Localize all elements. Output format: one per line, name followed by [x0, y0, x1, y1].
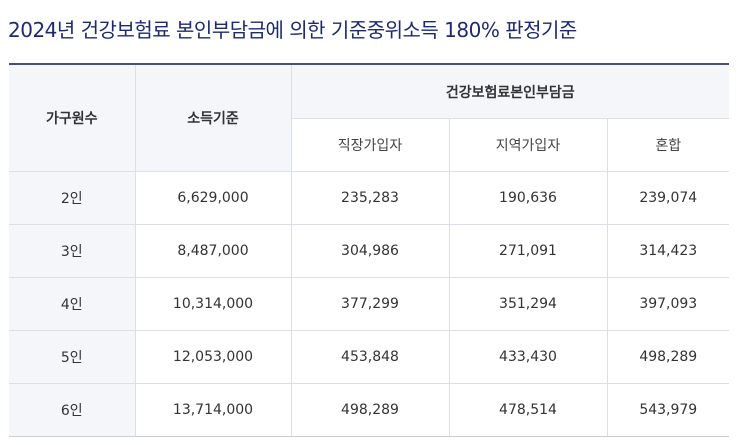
header-premium-group: 건강보험료본인부담금: [291, 63, 730, 119]
cell-regional: 478,514: [449, 383, 608, 437]
table-row: 6인 13,714,000 498,289 478,514 543,979: [9, 383, 730, 437]
cell-income: 6,629,000: [135, 171, 292, 225]
header-household-size: 가구원수: [9, 63, 136, 172]
cell-employee: 377,299: [291, 277, 450, 331]
income-criteria-table: 가구원수 소득기준 건강보험료본인부담금 직장가입자 지역가입자 혼합 2인 6…: [9, 63, 730, 437]
cell-regional: 271,091: [449, 224, 608, 278]
cell-mixed: 239,074: [607, 171, 730, 225]
table-header: 가구원수 소득기준 건강보험료본인부담금 직장가입자 지역가입자 혼합: [9, 63, 730, 172]
cell-employee: 498,289: [291, 383, 450, 437]
cell-mixed: 543,979: [607, 383, 730, 437]
table-row: 4인 10,314,000 377,299 351,294 397,093: [9, 277, 730, 331]
cell-income: 10,314,000: [135, 277, 292, 331]
table-row: 3인 8,487,000 304,986 271,091 314,423: [9, 224, 730, 278]
cell-household: 6인: [9, 383, 136, 437]
page-title: 2024년 건강보험료 본인부담금에 의한 기준중위소득 180% 판정기준: [8, 18, 577, 42]
cell-income: 13,714,000: [135, 383, 292, 437]
cell-regional: 433,430: [449, 330, 608, 384]
table-row: 5인 12,053,000 453,848 433,430 498,289: [9, 330, 730, 384]
cell-regional: 190,636: [449, 171, 608, 225]
cell-mixed: 397,093: [607, 277, 730, 331]
header-regional-insured: 지역가입자: [449, 118, 608, 172]
header-employee-insured: 직장가입자: [291, 118, 450, 172]
cell-regional: 351,294: [449, 277, 608, 331]
header-mixed: 혼합: [607, 118, 730, 172]
cell-household: 3인: [9, 224, 136, 278]
cell-income: 12,053,000: [135, 330, 292, 384]
header-income-standard: 소득기준: [135, 63, 292, 172]
table-row: 2인 6,629,000 235,283 190,636 239,074: [9, 171, 730, 225]
cell-household: 2인: [9, 171, 136, 225]
cell-household: 5인: [9, 330, 136, 384]
cell-household: 4인: [9, 277, 136, 331]
cell-mixed: 314,423: [607, 224, 730, 278]
cell-employee: 453,848: [291, 330, 450, 384]
table-body: 2인 6,629,000 235,283 190,636 239,074 3인 …: [9, 171, 730, 437]
cell-employee: 304,986: [291, 224, 450, 278]
cell-employee: 235,283: [291, 171, 450, 225]
cell-income: 8,487,000: [135, 224, 292, 278]
cell-mixed: 498,289: [607, 330, 730, 384]
